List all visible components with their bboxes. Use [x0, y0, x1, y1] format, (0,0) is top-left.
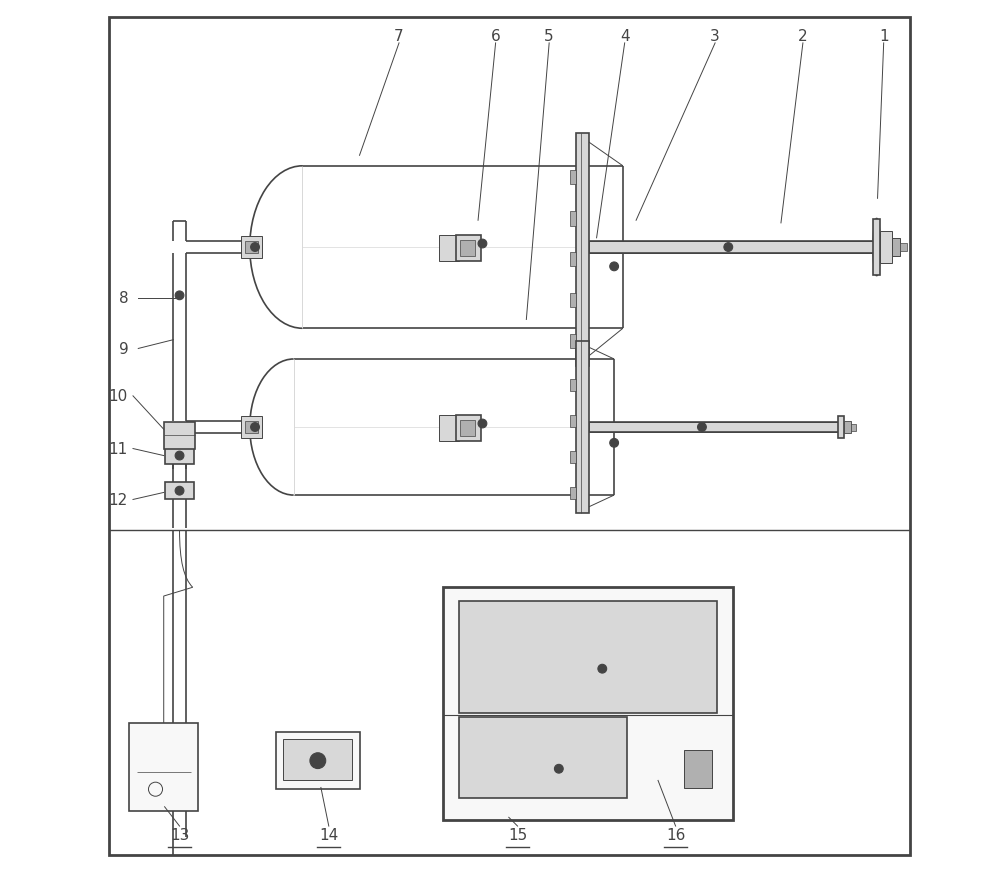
Circle shape — [478, 419, 487, 429]
Bar — [460, 240, 475, 256]
Bar — [276, 732, 360, 789]
Bar — [245, 241, 258, 254]
Text: 16: 16 — [666, 827, 685, 843]
Bar — [576, 342, 589, 513]
Bar — [165, 447, 194, 465]
Circle shape — [610, 263, 619, 272]
Bar — [283, 739, 352, 781]
Bar — [892, 239, 900, 256]
Bar — [576, 134, 589, 367]
Bar — [245, 422, 258, 434]
Circle shape — [610, 438, 619, 448]
Text: 4: 4 — [620, 29, 629, 45]
Circle shape — [175, 487, 184, 496]
Bar — [439, 235, 459, 261]
Circle shape — [251, 243, 259, 253]
Bar — [844, 422, 851, 434]
Bar — [570, 335, 576, 349]
Text: 7: 7 — [394, 29, 404, 45]
Bar — [873, 219, 880, 275]
Bar — [570, 380, 576, 392]
Circle shape — [554, 765, 563, 774]
Bar — [456, 416, 481, 442]
Bar — [570, 171, 576, 185]
Text: 3: 3 — [710, 29, 720, 45]
Bar — [589, 423, 838, 432]
Bar — [570, 294, 576, 308]
Bar — [570, 488, 576, 500]
Bar — [456, 235, 481, 261]
Circle shape — [175, 452, 184, 460]
Circle shape — [478, 239, 487, 248]
Text: 15: 15 — [508, 827, 527, 843]
Text: 13: 13 — [170, 827, 189, 843]
Text: 2: 2 — [798, 29, 808, 45]
Text: 9: 9 — [119, 341, 129, 357]
Bar — [439, 416, 459, 442]
Bar — [570, 452, 576, 464]
Circle shape — [310, 752, 326, 768]
Bar — [129, 724, 198, 811]
Bar — [851, 424, 856, 431]
Bar — [684, 750, 712, 788]
Bar — [164, 423, 195, 449]
Bar — [241, 236, 262, 260]
Circle shape — [598, 665, 607, 674]
Text: 1: 1 — [879, 29, 888, 45]
Text: 12: 12 — [108, 492, 128, 508]
Bar — [165, 482, 194, 500]
Bar — [460, 421, 475, 437]
Text: 8: 8 — [119, 290, 129, 306]
Bar — [880, 232, 892, 263]
Text: 5: 5 — [544, 29, 554, 45]
Bar — [459, 717, 627, 798]
Bar — [570, 212, 576, 226]
Text: 10: 10 — [108, 389, 128, 404]
Bar — [900, 243, 907, 253]
Bar — [459, 602, 717, 713]
Circle shape — [724, 243, 733, 253]
Bar — [570, 253, 576, 267]
Bar — [443, 588, 733, 820]
Circle shape — [698, 424, 706, 432]
Bar — [570, 416, 576, 428]
Text: 6: 6 — [491, 29, 500, 45]
Text: 14: 14 — [319, 827, 338, 843]
Bar — [241, 417, 262, 438]
Bar — [838, 417, 844, 438]
Bar — [589, 242, 873, 253]
Circle shape — [175, 291, 184, 300]
Circle shape — [251, 424, 259, 432]
Text: 11: 11 — [108, 441, 128, 457]
